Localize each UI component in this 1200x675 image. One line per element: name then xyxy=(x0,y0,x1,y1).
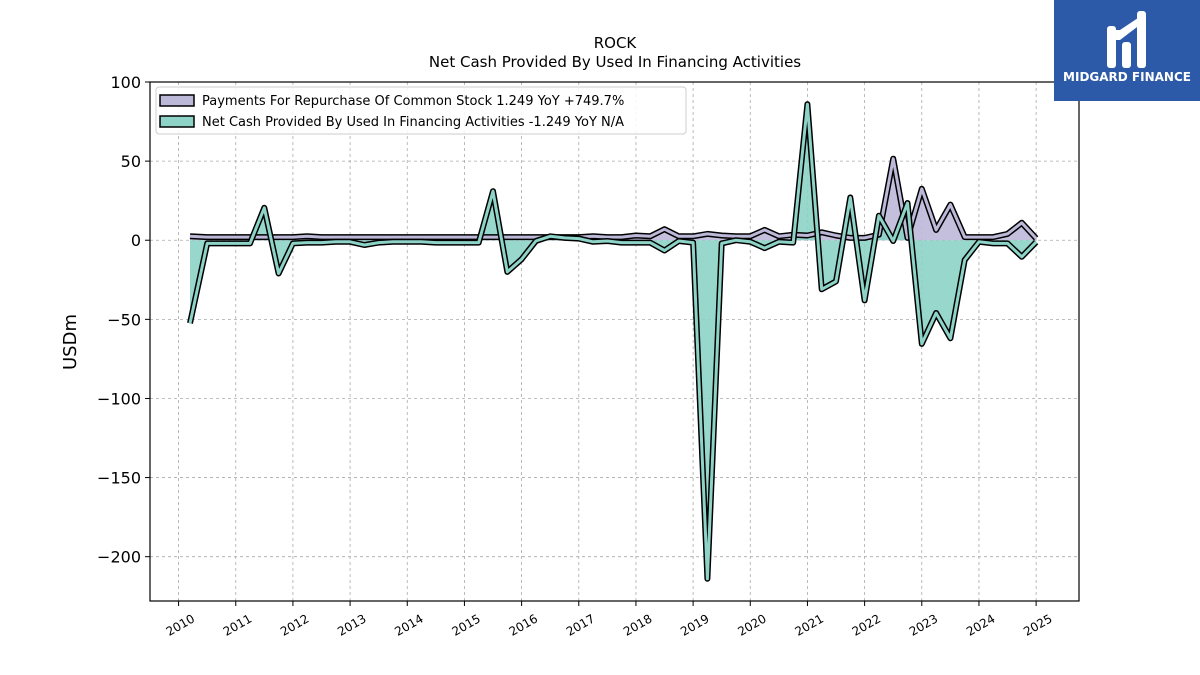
chart-title: ROCK xyxy=(594,34,638,52)
legend-swatch xyxy=(159,94,195,107)
y-tick-label: 50 xyxy=(121,152,141,171)
y-tick-label: −150 xyxy=(97,469,141,488)
y-tick-label: 100 xyxy=(110,73,141,92)
x-tick-label: 2024 xyxy=(964,611,997,638)
fill-areas xyxy=(190,104,1037,579)
x-tick-label: 2010 xyxy=(164,611,197,638)
series-lines xyxy=(187,101,1039,582)
series-area xyxy=(190,158,1037,241)
y-tick-label: −200 xyxy=(97,548,141,567)
x-tick-label: 2012 xyxy=(278,611,311,638)
legend-swatch xyxy=(159,115,195,128)
x-tick-label: 2020 xyxy=(735,611,768,638)
y-axis: 100 50 0 −50 −100 −150 −200 xyxy=(97,73,150,567)
x-tick-label: 2025 xyxy=(1021,611,1054,638)
legend-entry: Net Cash Provided By Used In Financing A… xyxy=(202,115,624,130)
x-axis: 2010 2011 2012 2013 2014 2015 2016 2017 2018 2019… xyxy=(164,601,1055,639)
series-line xyxy=(188,102,1038,581)
series-line-outline xyxy=(187,101,1039,582)
y-tick-label: −50 xyxy=(107,310,141,329)
grid xyxy=(150,81,1079,601)
x-tick-label: 2019 xyxy=(678,611,711,638)
y-axis-label: USDm xyxy=(60,314,81,370)
x-tick-label: 2018 xyxy=(621,611,654,638)
x-tick-label: 2016 xyxy=(507,611,540,638)
legend-entry: Payments For Repurchase Of Common Stock … xyxy=(202,94,624,109)
x-tick-label: 2011 xyxy=(221,611,254,638)
legend-box xyxy=(155,86,687,135)
x-tick-label: 2013 xyxy=(335,611,368,638)
chart-subtitle: Net Cash Provided By Used In Financing A… xyxy=(429,53,801,71)
x-tick-label: 2021 xyxy=(792,611,825,638)
x-tick-label: 2022 xyxy=(850,611,883,638)
x-tick-label: 2017 xyxy=(564,611,597,638)
series-line xyxy=(189,157,1038,240)
x-tick-label: 2023 xyxy=(907,611,940,638)
y-tick-label: −100 xyxy=(97,389,141,408)
brand-name: MIDGARD FINANCE xyxy=(1063,70,1191,84)
y-tick-label: 0 xyxy=(131,231,141,250)
logo-mark-icon xyxy=(1107,11,1146,68)
series-area xyxy=(190,104,1037,579)
brand-logo: MIDGARD FINANCE xyxy=(1054,0,1200,101)
x-tick-label: 2014 xyxy=(392,611,425,638)
x-tick-label: 2015 xyxy=(449,611,482,638)
plot-frame xyxy=(149,81,1080,602)
legend: Payments For Repurchase Of Common Stock … xyxy=(155,86,687,135)
